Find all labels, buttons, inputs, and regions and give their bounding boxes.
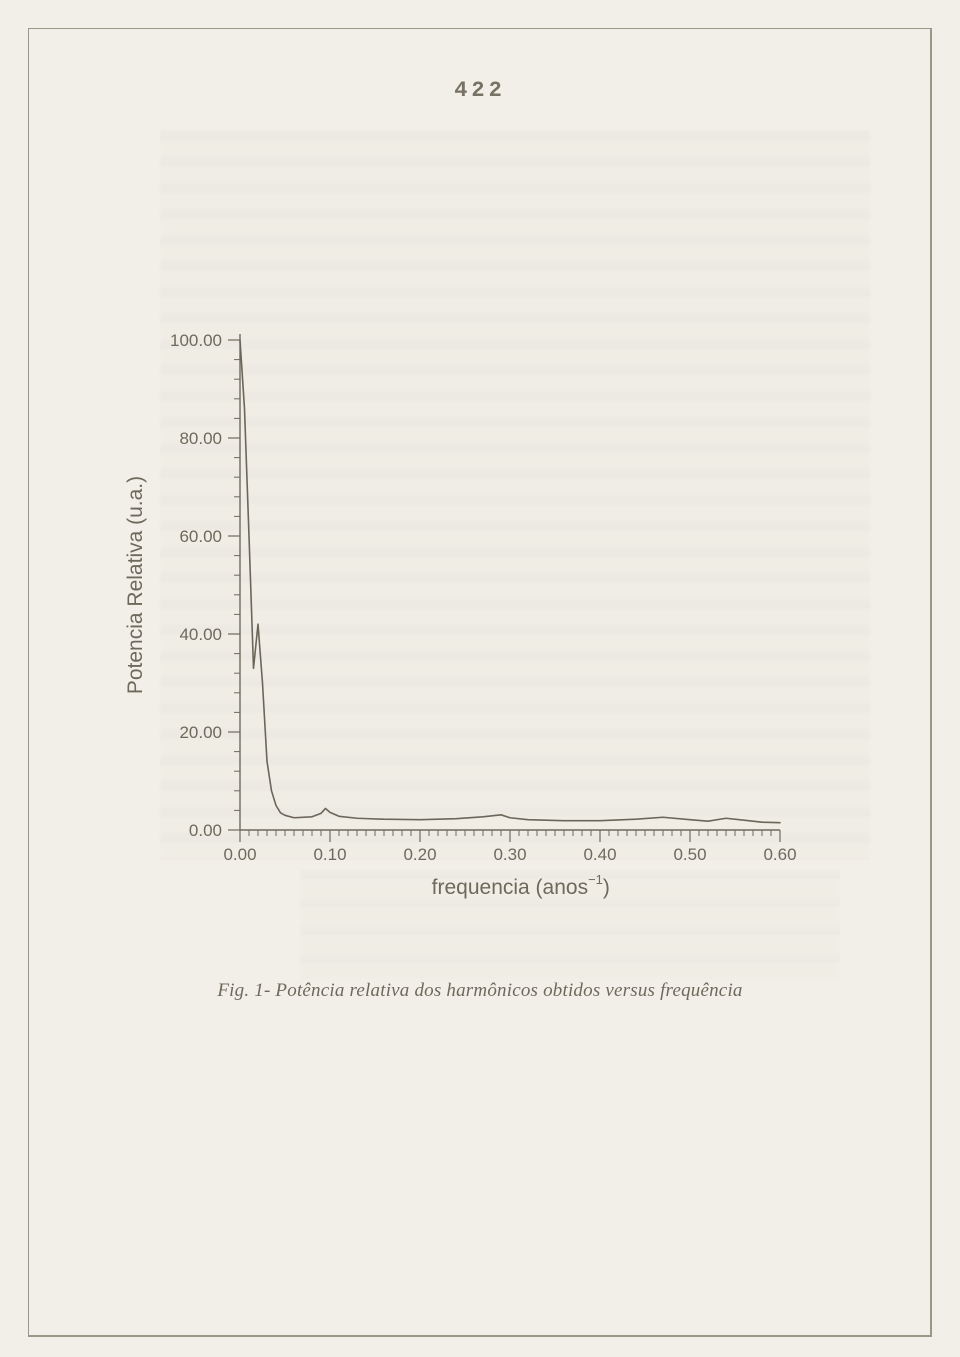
scanned-page: 422 0.0020.0040.0060.0080.00100.000.000.…	[0, 0, 960, 1357]
svg-text:Potencia Relativa (u.a.): Potencia Relativa (u.a.)	[124, 476, 147, 694]
svg-text:0.00: 0.00	[189, 821, 222, 840]
svg-text:0.50: 0.50	[673, 845, 706, 864]
svg-text:60.00: 60.00	[179, 527, 222, 546]
power-spectrum-chart: 0.00 20.00 40.00 60.00 80.00 100.00 0.00 0.10 0.…	[100, 320, 800, 940]
svg-text:0.40: 0.40	[583, 845, 616, 864]
svg-text:100.00: 100.00	[170, 331, 222, 350]
svg-text:40.00: 40.00	[179, 625, 222, 644]
figure-caption: Fig. 1- Potência relativa dos harmônicos…	[0, 980, 960, 1002]
svg-text:0.10: 0.10	[313, 845, 346, 864]
svg-text:0.60: 0.60	[763, 845, 796, 864]
svg-text:0.00: 0.00	[223, 845, 256, 864]
figure-1: 0.00 20.00 40.00 60.00 80.00 100.00 0.00 0.10 0.…	[100, 320, 800, 940]
svg-text:20.00: 20.00	[179, 723, 222, 742]
svg-text:80.00: 80.00	[179, 429, 222, 448]
page-number: 422	[0, 78, 960, 103]
svg-text:frequencia (anos−1): frequencia (anos−1)	[432, 872, 610, 899]
svg-text:0.30: 0.30	[493, 845, 526, 864]
svg-text:0.20: 0.20	[403, 845, 436, 864]
